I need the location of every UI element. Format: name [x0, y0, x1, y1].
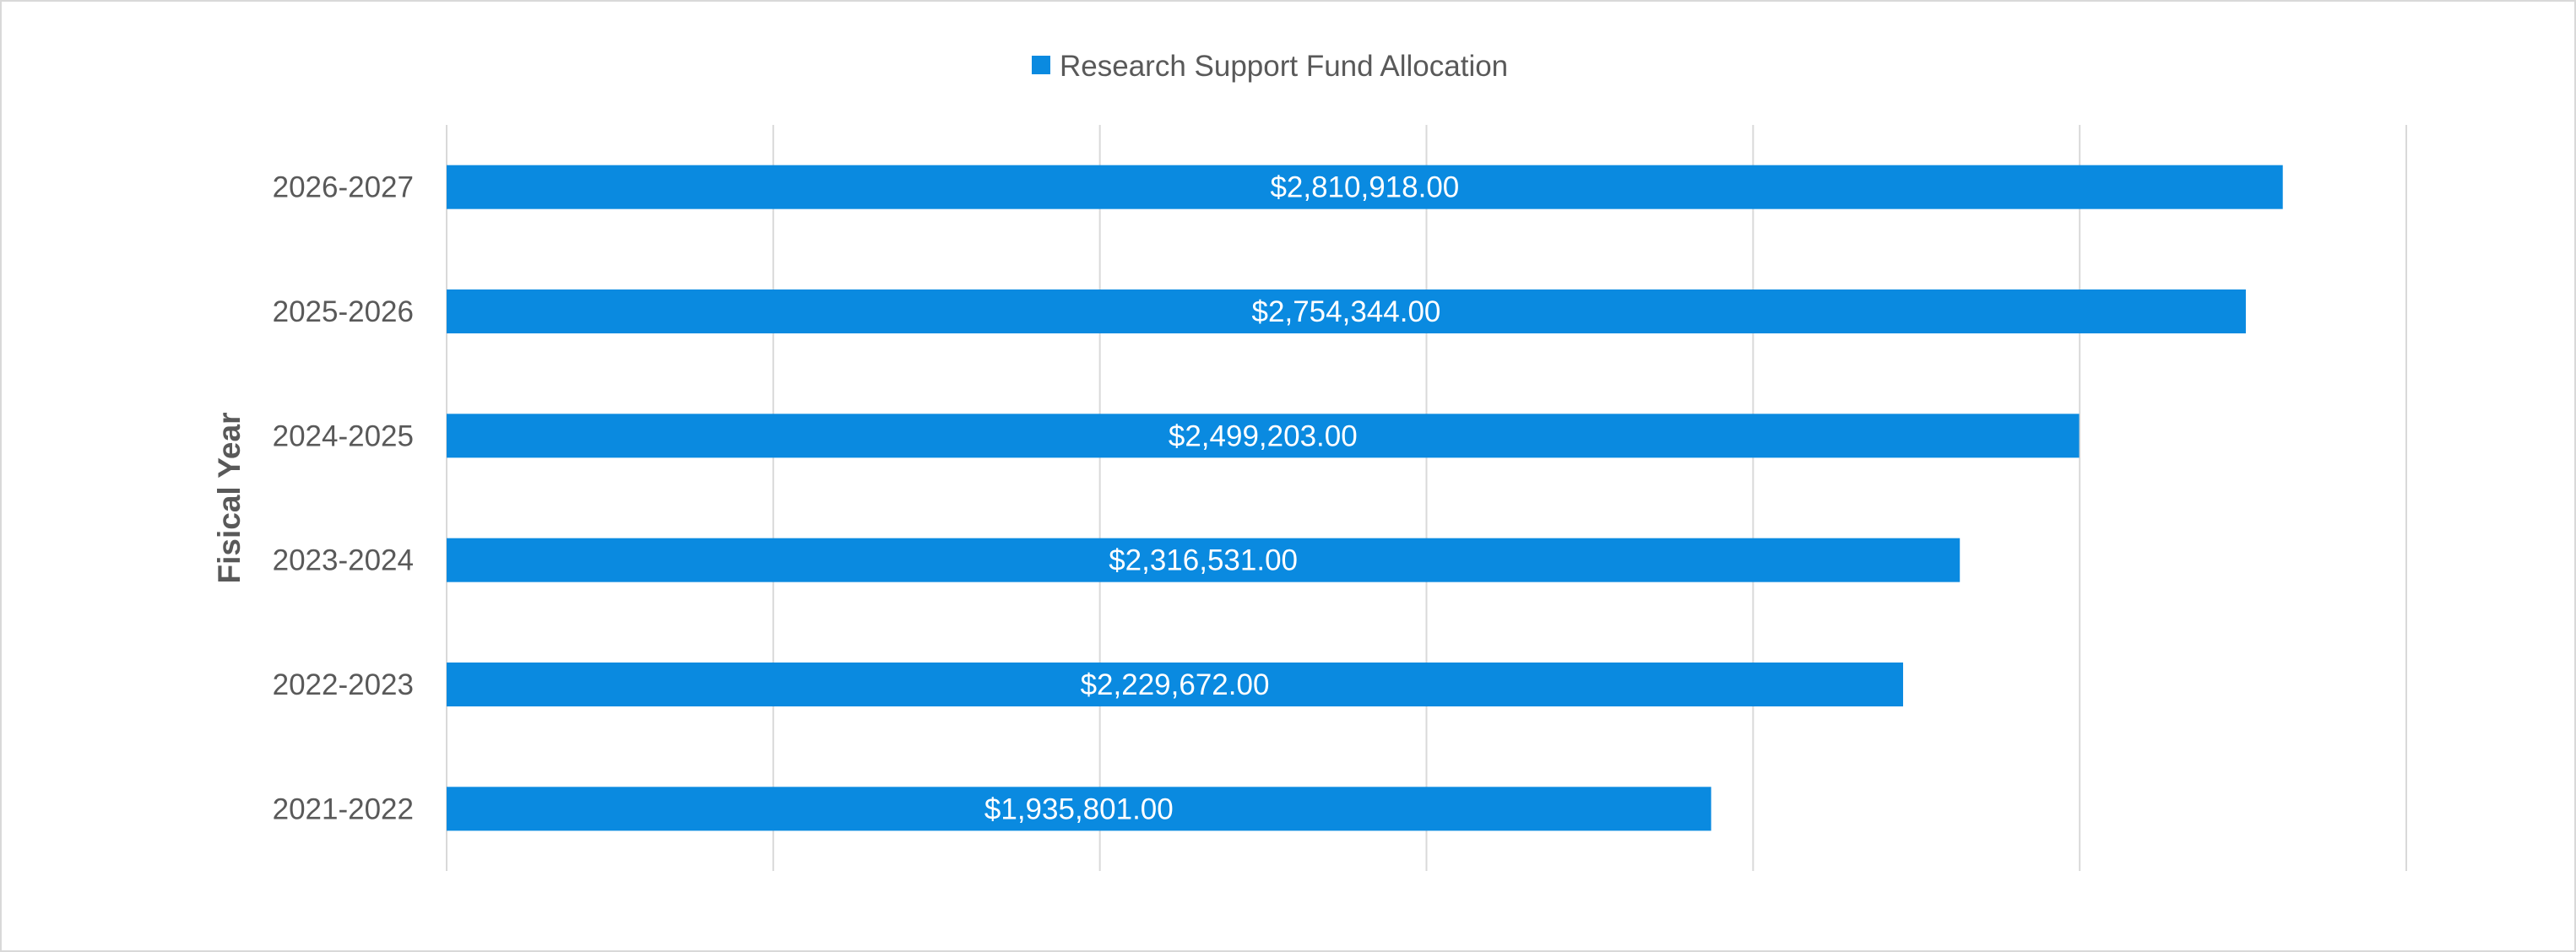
bar: [447, 663, 1904, 706]
data-label: $2,499,203.00: [1169, 419, 1358, 452]
legend: Research Support Fund Allocation: [1032, 50, 1508, 83]
bar: [447, 165, 2283, 209]
bar: [447, 787, 1711, 831]
data-label: $2,754,344.00: [1252, 295, 1441, 328]
category-tick-label: 2022-2023: [273, 668, 414, 701]
gridlines: [446, 125, 2407, 871]
data-label: $1,935,801.00: [984, 792, 1174, 825]
bar: [447, 289, 2246, 333]
bars: $1,935,801.00 $2,229,672.00 $2,316,531.00 $…: [447, 165, 2283, 831]
category-tick-label: 2023-2024: [273, 544, 414, 577]
bar: [447, 414, 2080, 458]
data-label: $2,810,918.00: [1270, 171, 1459, 204]
category-tick-label: 2025-2026: [273, 295, 414, 328]
category-tick-label: 2024-2025: [273, 419, 414, 452]
data-label: $2,316,531.00: [1109, 544, 1298, 577]
data-label: $2,229,672.00: [1081, 668, 1270, 701]
bar: [447, 538, 1960, 582]
y-axis-title: Fisical Year: [212, 413, 247, 584]
legend-swatch: [1032, 56, 1050, 74]
category-tick-label: 2021-2022: [273, 792, 414, 825]
legend-label: Research Support Fund Allocation: [1060, 50, 1508, 83]
category-labels: 2021-2022 2022-2023 2023-2024 2024-2025 2025…: [273, 171, 414, 826]
category-tick-label: 2026-2027: [273, 171, 414, 204]
